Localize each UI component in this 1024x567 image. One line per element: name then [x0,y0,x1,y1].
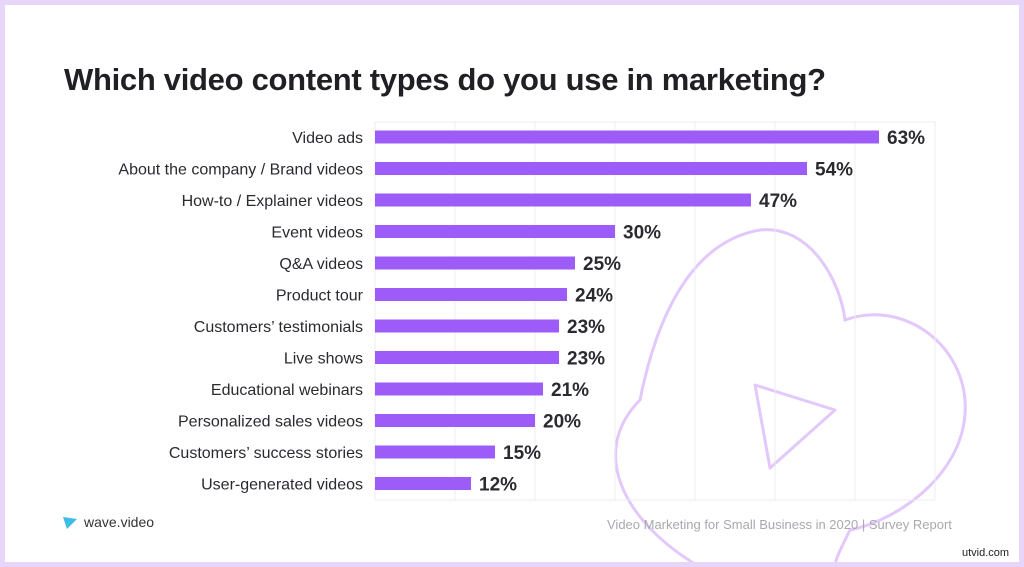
bar [375,319,559,333]
bar [375,225,615,238]
category-label: Customers’ testimonials [194,319,363,336]
bar [375,193,751,207]
value-label: 47% [759,191,797,212]
category-label: About the company / Brand videos [118,162,363,179]
value-label: 23% [567,317,605,338]
bar [375,382,543,396]
category-label: User-generated videos [201,477,363,494]
footer-source: Video Marketing for Small Business in 20… [607,517,952,532]
category-label: How-to / Explainer videos [182,193,363,210]
category-label: Video ads [292,130,363,147]
category-label: Q&A videos [279,256,363,273]
value-label: 63% [887,128,925,149]
value-label: 24% [575,286,613,307]
value-label: 12% [479,475,517,496]
bar [375,445,495,459]
value-label: 23% [567,349,605,370]
play-triangle-icon [63,517,77,529]
category-label: Product tour [276,288,364,305]
value-label: 30% [623,223,661,244]
value-label: 25% [583,254,621,275]
value-label: 21% [551,380,589,401]
bar [375,256,575,270]
category-label: Personalized sales videos [178,414,363,431]
bar [375,477,471,490]
wave-video-logo: wave.video [62,514,154,530]
value-label: 15% [503,443,541,464]
chart-title: Which video content types do you use in … [64,62,826,97]
category-label: Educational webinars [211,382,363,399]
category-label: Live shows [284,351,363,368]
bar [375,414,535,427]
logo-text: wave.video [84,514,155,530]
bar [375,130,879,144]
category-label: Event videos [271,225,363,242]
value-label: 20% [543,412,581,433]
bar [375,162,807,175]
bar [375,351,559,364]
category-label: Customers’ success stories [169,445,363,462]
bar [375,288,567,301]
value-label: 54% [815,160,853,181]
watermark: utvid.com [962,547,1010,559]
